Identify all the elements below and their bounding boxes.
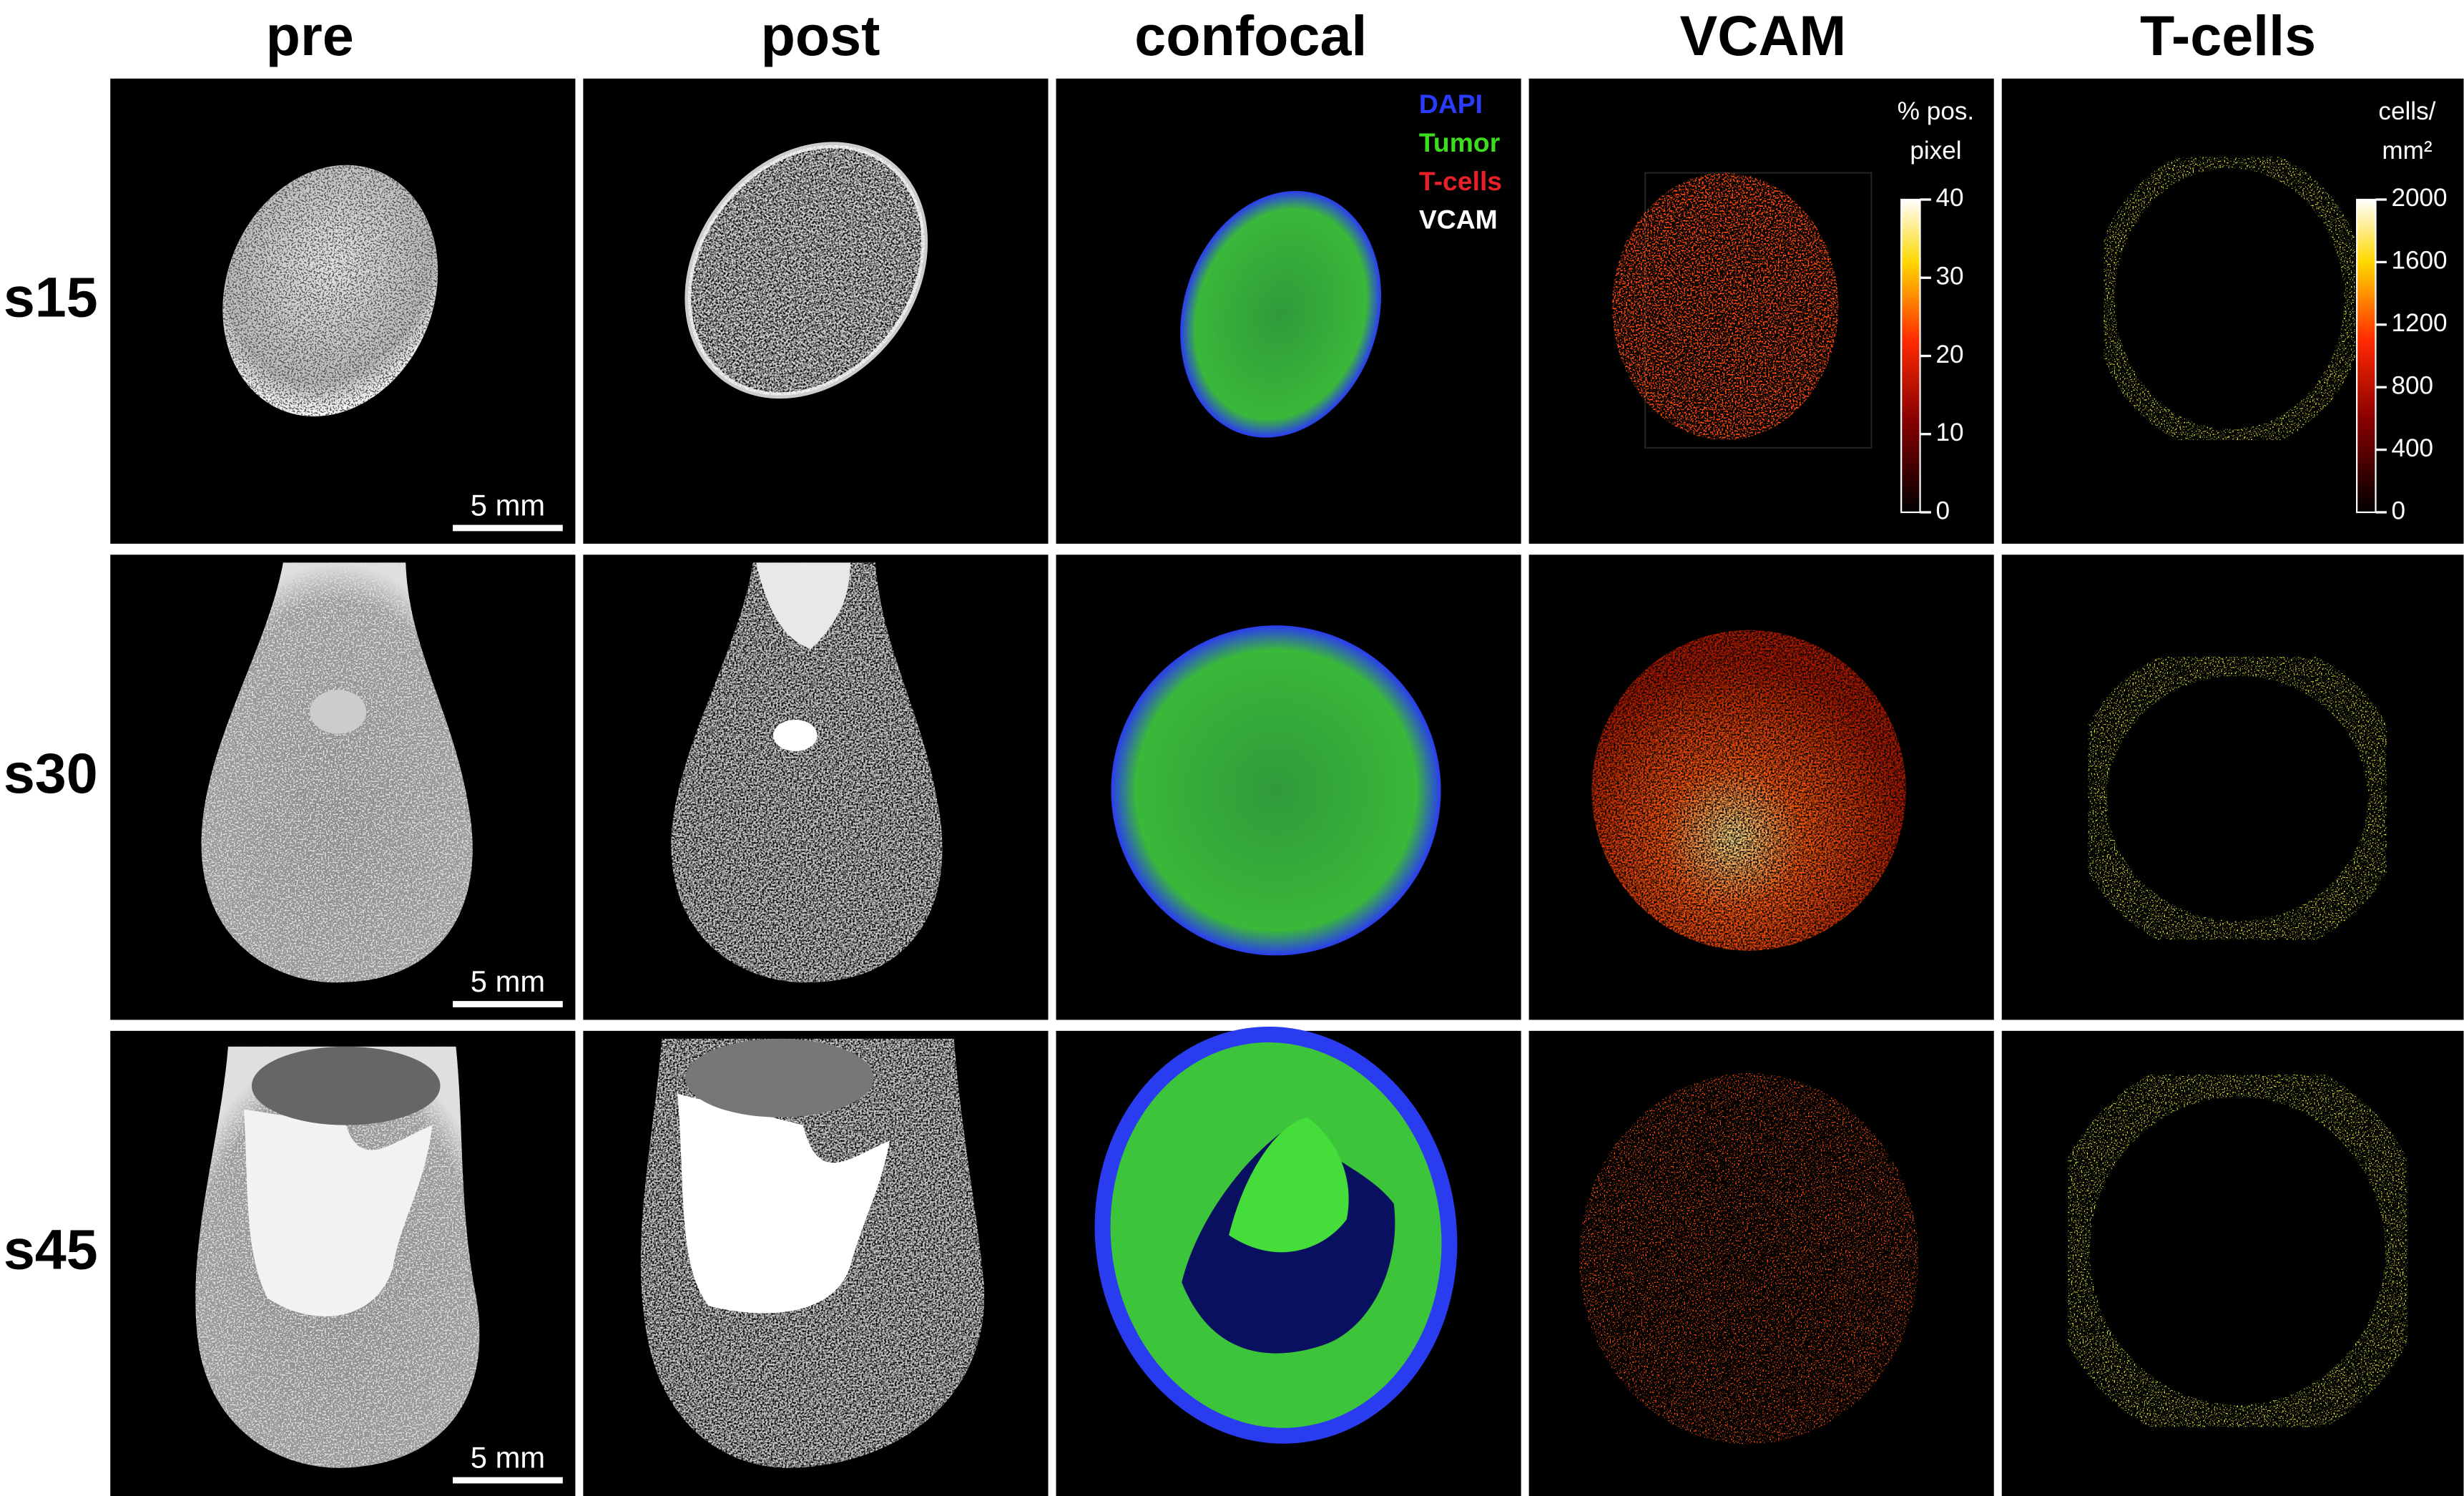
image-post-s30	[583, 554, 1049, 1020]
image-tcells-s45	[2001, 1030, 2464, 1496]
scale-bar-label: 5 mm	[471, 964, 545, 998]
colorbar-tick-label: 1200	[2391, 309, 2447, 337]
scale-bar-label: 5 mm	[471, 1440, 545, 1474]
colorbar-tick-label: 40	[1936, 184, 1964, 212]
image-confocal-s15	[1056, 78, 1521, 544]
colorbar-tick-label: 0	[1936, 497, 1950, 524]
colorbar-tick-label: 30	[1936, 263, 1964, 290]
scale-bar	[453, 1477, 563, 1484]
row-label: s45	[4, 1218, 98, 1281]
colorbar-title: cells/	[2378, 97, 2435, 125]
colorbar-title: pixel	[1910, 137, 1961, 165]
scale-bar-label: 5 mm	[471, 488, 545, 522]
scale-bar	[453, 524, 563, 532]
colorbar-title: mm²	[2382, 137, 2433, 165]
panels	[110, 78, 2464, 1496]
row-label: s15	[4, 265, 98, 329]
colorbar-tick-label: 1600	[2391, 247, 2447, 275]
colorbar-tick-label: 20	[1936, 341, 1964, 368]
image-confocal-s30	[1056, 554, 1521, 1020]
colorbar-tick-label: 800	[2391, 371, 2433, 399]
colorbar-tcells	[2356, 198, 2377, 514]
colorbar-vcam	[1900, 198, 1921, 514]
image-post-s15	[583, 78, 1049, 544]
colorbar-tick-label: 10	[1936, 419, 1964, 446]
colorbar-title: % pos.	[1898, 97, 1974, 125]
image-pre-s45	[110, 1030, 576, 1496]
image-vcam-s45	[1528, 1030, 1994, 1496]
column-header: post	[761, 4, 880, 67]
image-pre-s30	[110, 554, 576, 1020]
colorbar-tick-label: 400	[2391, 434, 2433, 462]
legend-entry: VCAM	[1419, 205, 1498, 235]
colorbar-tick-label: 2000	[2391, 184, 2447, 212]
image-vcam-s30	[1528, 554, 1994, 1020]
image-pre-s15	[110, 78, 576, 544]
colorbar-tick-label: 0	[2391, 497, 2405, 524]
column-header: T-cells	[2140, 4, 2316, 67]
row-label: s30	[4, 741, 98, 805]
column-header: pre	[266, 4, 354, 67]
labels: pre post confocal VCAM T-cells s15 5 mm s30 5 mm…	[4, 4, 2448, 1484]
image-post-s45	[583, 1030, 1049, 1496]
legend-entry: DAPI	[1419, 89, 1483, 119]
column-header: confocal	[1134, 4, 1367, 67]
column-header: VCAM	[1679, 4, 1846, 67]
image-tcells-s15	[2001, 78, 2464, 544]
image-confocal-s45	[1056, 1026, 1521, 1496]
scale-bar	[453, 1001, 563, 1007]
image-tcells-s30	[2001, 554, 2464, 1020]
legend-entry: Tumor	[1419, 127, 1500, 157]
legend-entry: T-cells	[1419, 166, 1502, 196]
